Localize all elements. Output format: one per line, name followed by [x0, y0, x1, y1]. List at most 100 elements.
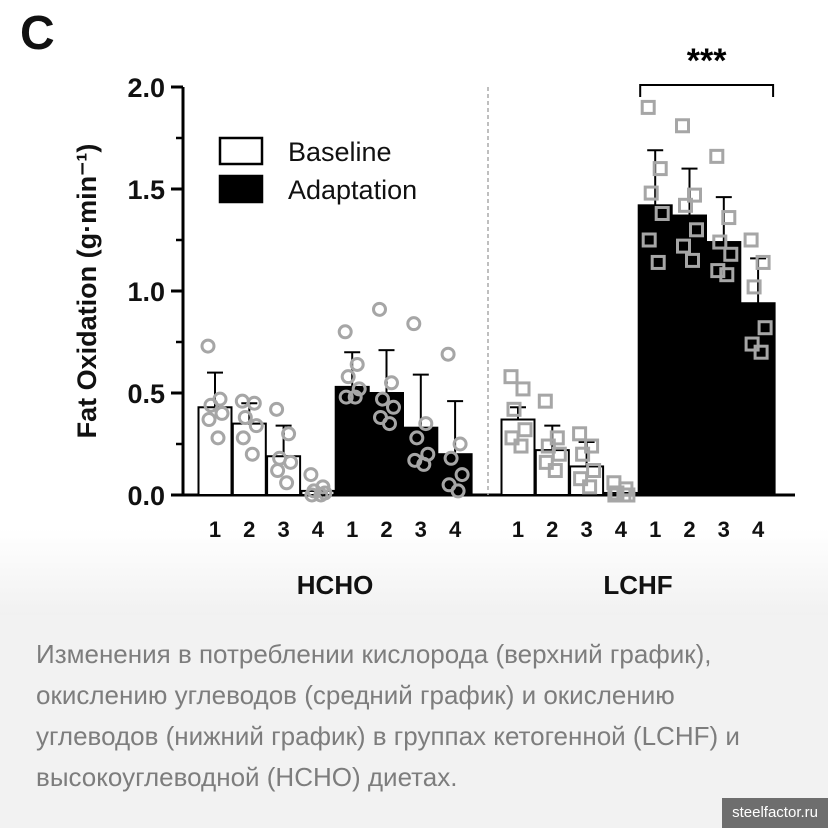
data-point	[200, 338, 216, 354]
x-tick-label: 2	[546, 517, 558, 542]
data-point	[281, 426, 297, 442]
x-tick-label: 2	[380, 517, 392, 542]
x-tick-label: 3	[718, 517, 730, 542]
data-point	[755, 254, 771, 270]
bar-lchf-adaptation-1	[637, 204, 673, 496]
group-label-hcho: HCHO	[297, 570, 374, 600]
data-point	[248, 418, 264, 434]
data-point	[506, 401, 522, 417]
data-point	[303, 467, 319, 483]
data-point	[515, 381, 531, 397]
significance-bracket	[639, 84, 775, 97]
x-tick-label: 4	[449, 517, 462, 542]
data-point	[450, 483, 466, 499]
data-point	[607, 487, 623, 503]
data-point	[650, 254, 666, 270]
data-point	[440, 346, 456, 362]
data-point	[753, 344, 769, 360]
data-point	[244, 446, 260, 462]
data-point	[676, 238, 691, 254]
data-point	[214, 405, 230, 421]
y-tick-label: 0.0	[127, 481, 165, 511]
data-point	[304, 487, 320, 503]
data-point	[235, 430, 251, 446]
data-point	[201, 412, 217, 428]
data-point	[641, 232, 657, 248]
data-point	[340, 369, 356, 385]
data-point	[687, 187, 702, 203]
data-point	[347, 389, 363, 405]
data-point	[443, 450, 459, 466]
data-point	[504, 430, 520, 446]
data-point	[409, 430, 425, 446]
data-point	[279, 475, 295, 491]
data-point	[685, 252, 700, 268]
x-tick-label: 3	[580, 517, 592, 542]
x-tick-label: 1	[649, 517, 661, 542]
legend-swatch-baseline	[218, 136, 264, 166]
x-tick-label: 3	[415, 517, 427, 542]
y-tick-label: 2.0	[127, 73, 165, 103]
data-point	[503, 369, 519, 385]
data-point	[746, 279, 762, 295]
data-point	[652, 161, 668, 177]
data-point	[709, 148, 725, 164]
x-tick-label: 4	[615, 517, 628, 542]
data-point	[675, 118, 690, 134]
data-point	[382, 416, 397, 432]
data-point	[269, 401, 285, 417]
data-point	[203, 397, 219, 413]
y-tick-label: 1.5	[127, 175, 165, 205]
data-point	[283, 454, 299, 470]
data-point	[640, 99, 656, 115]
data-point	[349, 356, 365, 372]
bar-hcho-adaptation-1	[334, 385, 370, 497]
data-point	[723, 246, 739, 262]
data-point	[712, 234, 728, 250]
data-point	[549, 430, 565, 446]
legend-swatch-adaptation	[218, 174, 264, 204]
data-point	[384, 375, 399, 391]
y-axis-title: Fat Oxidation (g·min⁻¹)	[72, 144, 102, 439]
y-tick-label: 1.0	[127, 277, 165, 307]
data-point	[517, 422, 533, 438]
data-point	[406, 316, 422, 332]
data-point	[375, 391, 390, 407]
data-point	[513, 438, 529, 454]
data-point	[743, 232, 759, 248]
data-point	[616, 487, 632, 503]
data-point	[744, 336, 760, 352]
bar-lchf-adaptation-3	[706, 241, 742, 496]
data-point	[418, 416, 434, 432]
x-tick-label: 3	[277, 517, 289, 542]
point-layer	[200, 99, 773, 503]
panel-label: C	[20, 7, 55, 60]
data-point	[338, 389, 354, 405]
x-tick-label: 1	[512, 517, 524, 542]
x-tick-label: 2	[243, 517, 255, 542]
watermark-badge[interactable]: steelfactor.ru	[722, 798, 828, 828]
data-point	[537, 393, 553, 409]
data-point	[586, 463, 602, 479]
data-point	[584, 438, 600, 454]
legend-label-adaptation: Adaptation	[288, 175, 417, 205]
data-point	[678, 197, 693, 213]
y-tick-label: 0.5	[127, 379, 165, 409]
data-point	[270, 463, 286, 479]
data-point	[454, 467, 470, 483]
data-point	[572, 426, 588, 442]
data-point	[210, 430, 226, 446]
caption-area	[0, 615, 828, 828]
caption-text: Изменения в потреблении кислорода (верхн…	[36, 639, 740, 792]
data-point	[547, 463, 563, 479]
data-point	[721, 210, 737, 226]
data-point	[573, 471, 589, 487]
data-point	[551, 446, 567, 462]
data-point	[337, 324, 353, 340]
data-point	[654, 205, 670, 221]
data-point	[386, 399, 401, 415]
x-tick-label: 4	[752, 517, 765, 542]
data-point	[372, 301, 387, 317]
data-point	[246, 395, 262, 411]
